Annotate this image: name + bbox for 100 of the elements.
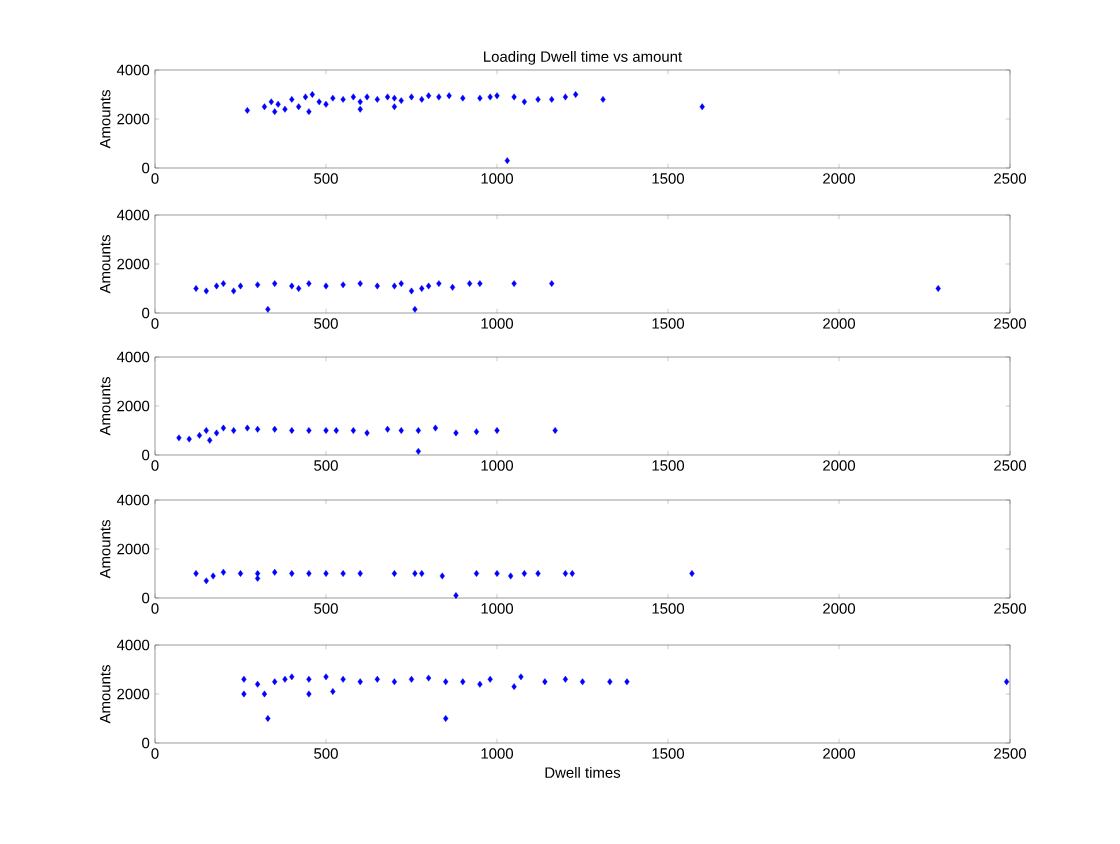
point [487, 93, 493, 101]
y-axis-title: Amounts [99, 235, 111, 294]
point [542, 678, 548, 686]
point [494, 92, 500, 100]
point [220, 424, 226, 432]
point [398, 97, 404, 105]
point [426, 674, 432, 682]
x-tick-label: 500 [314, 603, 338, 614]
point [935, 285, 941, 292]
point [203, 287, 209, 295]
point [272, 108, 278, 116]
point [196, 432, 203, 439]
point [207, 436, 213, 444]
point [415, 427, 421, 434]
point [306, 570, 312, 577]
point [357, 280, 363, 287]
point [282, 105, 288, 113]
point [473, 428, 480, 436]
point [408, 93, 415, 101]
y-tick-label: 2000 [117, 543, 150, 555]
x-tick-label: 2500 [994, 748, 1027, 759]
y-axis-title: Amounts [99, 665, 111, 724]
point [265, 305, 271, 313]
point [220, 568, 226, 576]
x-tick-label: 0 [151, 460, 159, 471]
point [330, 94, 336, 102]
point [412, 305, 418, 313]
x-tick-label: 2000 [823, 748, 856, 759]
point [535, 570, 541, 577]
point [419, 570, 425, 577]
point [306, 690, 312, 698]
point [460, 678, 466, 686]
point [289, 570, 295, 577]
point [1003, 678, 1010, 686]
point [275, 100, 281, 108]
y-tick-label: 4000 [116, 64, 150, 76]
point [282, 675, 288, 683]
x-tick-label: 0 [151, 603, 159, 614]
point [186, 435, 192, 443]
x-tick-label: 0 [151, 318, 159, 329]
point [357, 98, 363, 106]
point [350, 427, 356, 434]
x-tick-label: 1000 [481, 460, 514, 471]
point [306, 280, 312, 287]
point [521, 570, 527, 577]
point [494, 570, 500, 577]
point [398, 427, 404, 434]
point [607, 678, 613, 686]
point [333, 427, 339, 434]
point [446, 92, 452, 100]
point [364, 93, 370, 101]
point [511, 280, 517, 287]
y-tick-label: 0 [142, 307, 150, 319]
point [419, 285, 425, 292]
point [689, 570, 695, 577]
point [436, 93, 442, 101]
point [467, 280, 473, 287]
point [323, 100, 329, 108]
point [241, 690, 247, 698]
point [508, 572, 514, 580]
point [521, 98, 527, 106]
x-axis-title: Dwell times [545, 766, 621, 778]
point [296, 285, 302, 292]
x-tick-label: 2000 [823, 603, 856, 614]
y-tick-label: 2000 [117, 113, 150, 125]
point [255, 570, 261, 577]
point [306, 108, 312, 116]
point [289, 427, 295, 434]
point [374, 675, 380, 683]
point [573, 91, 579, 98]
y-tick-label: 4000 [116, 209, 150, 221]
y-tick-label: 0 [142, 162, 150, 174]
point [562, 570, 568, 577]
point [391, 103, 397, 111]
point [419, 96, 425, 103]
point [176, 434, 182, 442]
point [323, 282, 329, 290]
point [244, 424, 250, 432]
point [203, 577, 209, 585]
point [600, 96, 606, 103]
point [384, 425, 391, 433]
x-tick-label: 500 [314, 460, 338, 471]
point [306, 675, 312, 683]
point [237, 570, 244, 577]
x-tick-label: 500 [314, 318, 338, 329]
point [391, 94, 397, 102]
x-tick-label: 1000 [481, 173, 514, 184]
x-tick-label: 2500 [994, 603, 1027, 614]
y-tick-label: 2000 [117, 400, 150, 412]
point [443, 678, 449, 686]
point [374, 282, 380, 290]
x-tick-label: 2000 [823, 318, 856, 329]
point [265, 715, 271, 722]
point [699, 103, 705, 111]
point [549, 96, 555, 103]
point [535, 96, 541, 103]
point [220, 280, 226, 287]
point [579, 678, 586, 686]
point [302, 93, 309, 101]
x-tick-label: 1500 [652, 460, 685, 471]
